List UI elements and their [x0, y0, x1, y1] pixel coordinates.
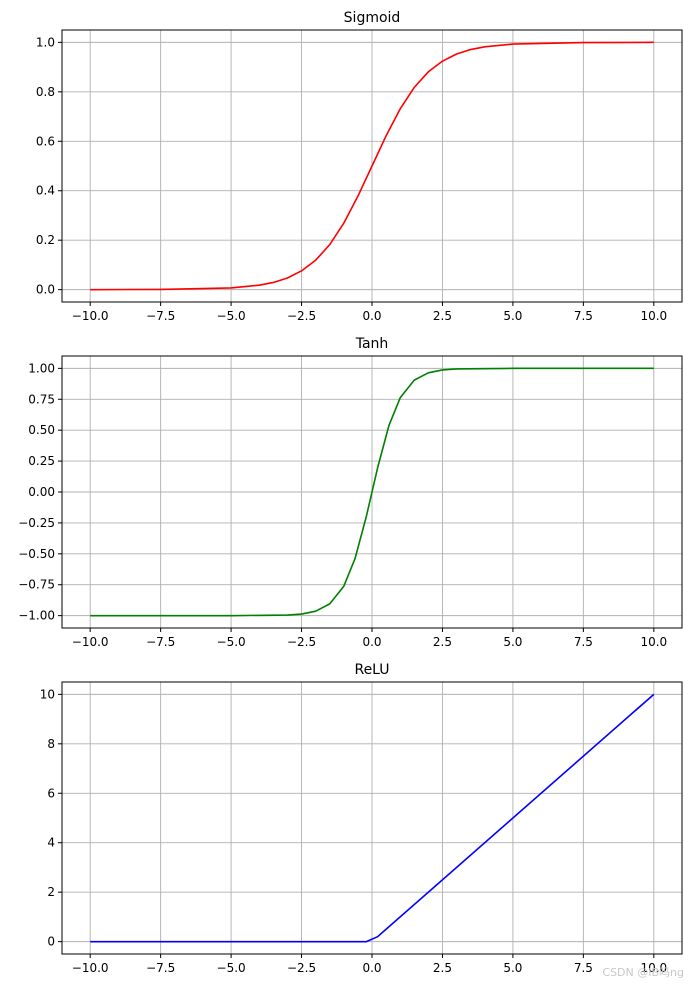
tanh-xtick-label-0: −10.0 [72, 635, 109, 649]
tanh-xtick-label-5: 2.5 [433, 635, 452, 649]
relu-axes: −10.0 −7.5 −5.0 −2.5 0.0 2.5 5.0 7.5 10.0 0 2 4 6 8 10… [40, 662, 683, 975]
tanh-xtick-label-6: 5.0 [503, 635, 522, 649]
tanh-ytick-label-7: 0.75 [28, 392, 55, 406]
relu-ytick-label-3: 6 [47, 786, 55, 800]
relu-ytick-label-0: 0 [47, 935, 55, 949]
sigmoid-xtick-label-6: 5.0 [503, 309, 522, 323]
relu-xtick-label-0: −10.0 [72, 961, 109, 975]
sigmoid-xtick-label-1: −7.5 [146, 309, 175, 323]
sigmoid-xtick-label-5: 2.5 [433, 309, 452, 323]
relu-title: ReLU [354, 662, 389, 678]
tanh-xtick-label-3: −2.5 [287, 635, 316, 649]
relu-xtick-label-2: −5.0 [217, 961, 246, 975]
relu-xtick-label-8: 10.0 [640, 961, 667, 975]
sigmoid-ytick-label-0: 0.0 [36, 283, 55, 297]
relu-xtick-label-5: 2.5 [433, 961, 452, 975]
tanh-series-line [90, 367, 654, 617]
sigmoid-ytick-label-1: 0.2 [36, 233, 55, 247]
sigmoid-xtick-label-8: 10.0 [640, 309, 667, 323]
tanh-title: Tanh [355, 336, 389, 352]
relu-ytick-label-5: 10 [40, 687, 55, 701]
sigmoid-ytick-label-5: 1.0 [36, 35, 55, 49]
sigmoid-xtick-label-7: 7.5 [574, 309, 593, 323]
relu-xtick-label-3: −2.5 [287, 961, 316, 975]
tanh-ytick-label-0: −1.00 [18, 609, 55, 623]
tanh-ytick-label-6: 0.50 [28, 423, 55, 437]
tanh-xtick-label-1: −7.5 [146, 635, 175, 649]
sigmoid-xtick-label-4: 0.0 [362, 309, 381, 323]
relu-series-line [90, 693, 655, 943]
relu-xtick-label-6: 5.0 [503, 961, 522, 975]
relu-ytick-label-2: 4 [47, 836, 55, 850]
sigmoid-ytick-label-2: 0.4 [36, 184, 55, 198]
tanh-xtick-label-8: 10.0 [640, 635, 667, 649]
relu-xtick-label-7: 7.5 [574, 961, 593, 975]
tanh-xtick-label-2: −5.0 [217, 635, 246, 649]
sigmoid-ytick-label-4: 0.8 [36, 85, 55, 99]
tanh-ytick-label-5: 0.25 [28, 454, 55, 468]
relu-xtick-label-1: −7.5 [146, 961, 175, 975]
sigmoid-xtick-label-2: −5.0 [217, 309, 246, 323]
sigmoid-series-line [90, 41, 654, 291]
tanh-axes: −10.0 −7.5 −5.0 −2.5 0.0 2.5 5.0 7.5 10.0 −1.00 −0… [18, 336, 683, 649]
relu-xtick-label-4: 0.0 [362, 961, 381, 975]
tanh-ytick-label-8: 1.00 [28, 361, 55, 375]
sigmoid-axes: −10.0 −7.5 −5.0 −2.5 0.0 2.5 5.0 7.5 10.0 0.0 0.2 0… [36, 10, 683, 323]
sigmoid-xtick-label-3: −2.5 [287, 309, 316, 323]
watermark: CSDN @IB吗ng [602, 966, 684, 979]
tanh-ytick-label-2: −0.50 [18, 547, 55, 561]
relu-ytick-label-4: 8 [47, 737, 55, 751]
tanh-ytick-label-1: −0.75 [18, 578, 55, 592]
sigmoid-title: Sigmoid [344, 10, 401, 26]
relu-ytick-label-1: 2 [47, 885, 55, 899]
tanh-xtick-label-4: 0.0 [362, 635, 381, 649]
sigmoid-ytick-label-3: 0.6 [36, 134, 55, 148]
tanh-xtick-label-7: 7.5 [574, 635, 593, 649]
tanh-ytick-label-4: 0.00 [28, 485, 55, 499]
subplots: −10.0 −7.5 −5.0 −2.5 0.0 2.5 5.0 7.5 10.0 0.0 0.2 0… [18, 10, 683, 975]
tanh-ytick-label-3: −0.25 [18, 516, 55, 530]
sigmoid-xtick-label-0: −10.0 [72, 309, 109, 323]
